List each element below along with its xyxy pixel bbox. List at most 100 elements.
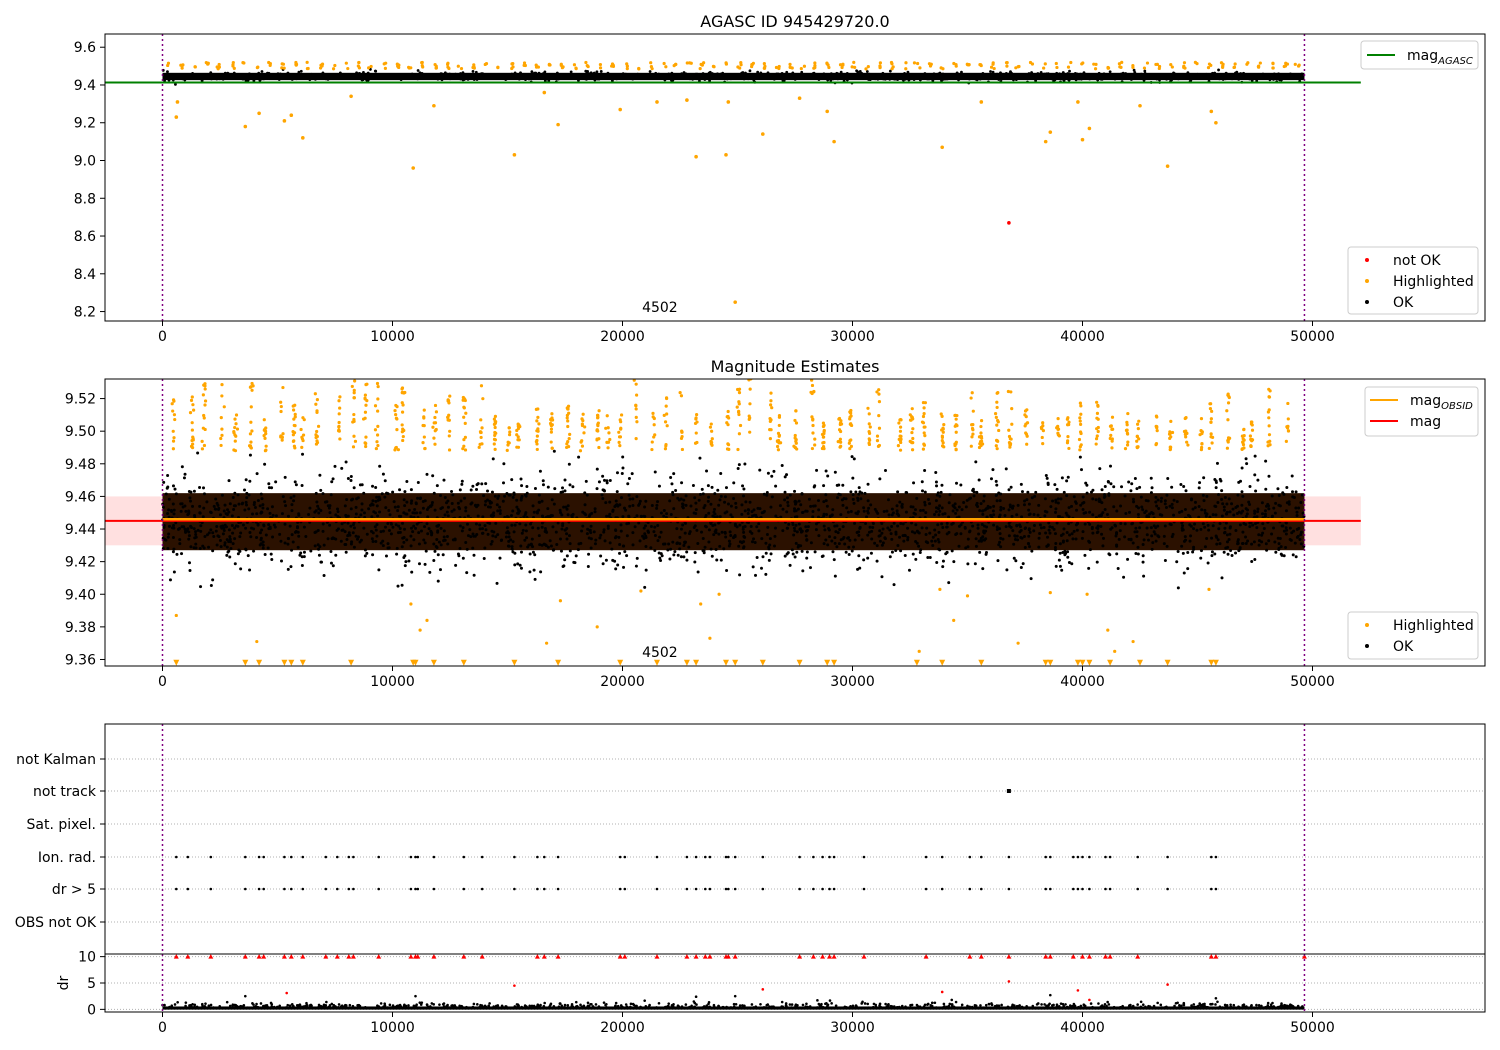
highlighted-point [980, 442, 985, 446]
ok-point [1019, 566, 1023, 570]
ok-point [443, 538, 447, 542]
ok-point [415, 511, 419, 515]
highlighted-point [710, 429, 714, 433]
ok-point [1284, 521, 1288, 525]
ok-point [252, 501, 256, 505]
highlighted-point [1185, 440, 1189, 444]
ok-point [620, 471, 624, 475]
ok-point [703, 503, 707, 507]
highlighted-point [797, 96, 802, 100]
ok-point [997, 78, 1001, 81]
ok-point [796, 507, 800, 511]
ok-point [496, 496, 500, 500]
ok-point [1246, 539, 1250, 543]
ok-point [624, 72, 628, 76]
ok-point [773, 526, 777, 530]
ok-point [1101, 536, 1105, 540]
ok-point [1141, 508, 1145, 512]
highlighted-point [1017, 64, 1021, 69]
ok-point [956, 74, 959, 78]
ok-point [166, 485, 170, 489]
ok-point [272, 523, 276, 527]
ok-point [1213, 552, 1217, 556]
ok-point [1150, 486, 1154, 490]
highlighted-point [420, 61, 424, 65]
ok-point [496, 533, 500, 537]
ok-point [1193, 522, 1197, 526]
ok-point [714, 548, 718, 552]
ok-point [857, 74, 861, 78]
ok-point [722, 547, 726, 551]
ok-point [320, 76, 324, 80]
highlighted-point [248, 432, 253, 436]
ok-point [586, 564, 590, 568]
ok-point [376, 498, 380, 502]
ok-point [833, 524, 837, 528]
ok-point [700, 530, 704, 534]
ok-point [381, 544, 385, 548]
ok-point [866, 499, 870, 503]
ok-point [1042, 72, 1046, 76]
ok-point [283, 522, 287, 526]
ok-point [313, 74, 316, 78]
ok-point [162, 480, 166, 484]
highlighted-point [652, 416, 656, 421]
highlighted-point [1267, 416, 1271, 420]
ok-point [606, 526, 610, 530]
highlighted-point [1110, 446, 1114, 450]
ok-point [360, 483, 364, 487]
ok-point [338, 71, 342, 75]
highlighted-point [995, 418, 1000, 423]
ok-point [489, 514, 493, 518]
highlighted-point [534, 440, 539, 444]
ok-point [308, 506, 312, 510]
highlighted-point [810, 379, 814, 382]
ok-point [1152, 524, 1156, 528]
ok-point [931, 79, 935, 82]
ok-point [290, 533, 294, 537]
highlighted-point [699, 602, 703, 606]
ok-point [1027, 513, 1031, 517]
ok-point [1115, 543, 1119, 547]
ok-point [708, 79, 711, 83]
ok-point [785, 510, 789, 514]
ok-point [681, 505, 685, 509]
highlighted-point [971, 428, 975, 432]
ok-point [552, 502, 556, 506]
highlighted-point [1226, 401, 1231, 405]
ok-point [866, 556, 870, 560]
ok-point [231, 496, 235, 500]
ok-point [461, 526, 465, 530]
ok-point [228, 535, 232, 539]
ok-point [1139, 77, 1142, 80]
ok-point [941, 72, 945, 76]
ok-point [827, 528, 831, 532]
ok-point [1291, 490, 1295, 494]
ok-point [440, 506, 444, 510]
highlighted-point [776, 448, 781, 452]
ok-point [570, 514, 574, 518]
ok-point [537, 493, 541, 497]
highlighted-point [249, 445, 253, 449]
ok-point [256, 498, 260, 502]
highlighted-point [922, 431, 926, 435]
ok-point [587, 72, 591, 76]
ok-point [937, 72, 941, 76]
ok-point [1199, 549, 1203, 553]
ok-point [517, 77, 521, 81]
ok-point [757, 522, 761, 526]
ok-point [904, 510, 908, 514]
highlighted-point [877, 392, 881, 396]
ok-point [687, 545, 691, 549]
ok-point [478, 527, 482, 531]
ok-point [935, 560, 939, 564]
ok-point [256, 523, 260, 527]
ok-point [316, 504, 320, 508]
highlighted-point [396, 448, 401, 452]
ok-point [1044, 474, 1048, 478]
ok-point [1299, 533, 1303, 537]
highlighted-point [550, 412, 554, 416]
ok-point [669, 476, 673, 480]
ok-point [283, 541, 287, 545]
ok-point [1130, 522, 1134, 526]
